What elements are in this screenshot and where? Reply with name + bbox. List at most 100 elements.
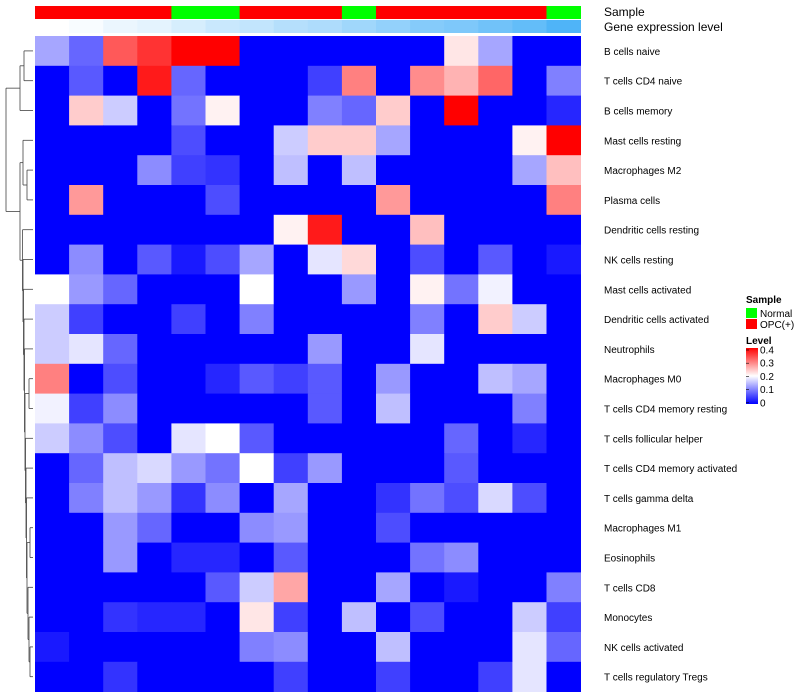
heatmap-cell [205,512,240,543]
expression-annotation-cell [307,20,343,33]
heatmap-cell [137,95,172,126]
heatmap-cell [376,304,411,335]
heatmap-cell [512,572,547,603]
heatmap-cell [410,36,445,67]
heatmap-cell [341,423,377,454]
heatmap-cell [376,214,411,245]
heatmap-cell [376,423,411,454]
heatmap-cell [341,244,377,275]
heatmap-cell [376,572,411,603]
heatmap-cell [512,244,547,275]
heatmap-cell [478,483,513,514]
heatmap-cell [171,483,206,514]
heatmap-cell [239,661,275,692]
heatmap-cell [546,483,581,514]
legend-tick-label: 0.4 [760,346,774,357]
heatmap-cell [410,95,445,126]
heatmap-cell [205,632,240,663]
heatmap-cell [69,483,104,514]
heatmap-cell [69,423,104,454]
heatmap-cell [273,274,309,305]
heatmap-cell [307,125,343,156]
heatmap-cell [444,155,479,186]
heatmap-cell [137,632,172,663]
heatmap-cell [341,602,377,633]
row-label: Macrophages M2 [604,166,682,177]
heatmap-cell [171,542,206,573]
row-label: T cells gamma delta [604,494,694,505]
heatmap-cell [103,483,138,514]
heatmap-cell [478,542,513,573]
heatmap-cell [546,393,581,424]
heatmap-cell [478,632,513,663]
heatmap-cell [546,661,581,692]
heatmap-cell [273,572,309,603]
heatmap-cell [35,65,70,96]
heatmap-cell [239,363,275,394]
heatmap-cell [444,572,479,603]
heatmap-cell [546,244,581,275]
heatmap-cell [478,453,513,484]
heatmap-cell [273,155,309,186]
heatmap-cell [307,65,343,96]
heatmap-cell [137,393,172,424]
heatmap-cell [171,661,206,692]
heatmap-cell [478,304,513,335]
heatmap-cell [478,602,513,633]
heatmap-cell [410,661,445,692]
heatmap-cell [410,393,445,424]
heatmap-cell [35,542,70,573]
sample-track-label: Sample [604,5,645,19]
heatmap-cell [239,334,275,365]
heatmap-cell [307,274,343,305]
heatmap-cell [376,36,411,67]
heatmap-cell [137,483,172,514]
heatmap-cell [512,363,547,394]
sample-annotation-cell [410,6,445,19]
heatmap-cell [35,244,70,275]
row-label: T cells CD8 [604,583,656,594]
heatmap-cell [273,95,309,126]
heatmap-cell [69,632,104,663]
heatmap-cell [171,125,206,156]
heatmap-cell [103,661,138,692]
heatmap-cell [273,542,309,573]
heatmap-cell [171,304,206,335]
heatmap-cell [341,155,377,186]
heatmap-cell [171,453,206,484]
heatmap-cell [69,274,104,305]
legend-tick-label: 0.2 [760,372,774,383]
heatmap-cell [546,95,581,126]
heatmap-cell [444,363,479,394]
heatmap-cell [512,65,547,96]
heatmap-cell [307,542,343,573]
expression-annotation-cell [341,20,377,33]
heatmap-cell [137,453,172,484]
heatmap-cell [69,334,104,365]
sample-annotation-cell [341,6,377,19]
heatmap-cell [239,214,275,245]
heatmap-cell [410,185,445,216]
heatmap-cell [546,65,581,96]
heatmap-cell [546,363,581,394]
row-label: T cells CD4 memory activated [604,464,737,475]
heatmap-cell [69,572,104,603]
heatmap-cell [103,214,138,245]
row-label: B cells memory [604,107,672,118]
heatmap-cell [137,661,172,692]
row-label: Macrophages M1 [604,524,682,535]
heatmap-cell [69,453,104,484]
heatmap-cell [35,155,70,186]
heatmap-cell [69,95,104,126]
heatmap-cell [69,602,104,633]
legend-sample-title: Sample [746,295,782,306]
heatmap-cell [137,602,172,633]
heatmap-cell [69,155,104,186]
heatmap-cell [35,483,70,514]
heatmap-cell [444,214,479,245]
heatmap-cell [273,65,309,96]
legend-level-colorbar [746,348,758,404]
heatmap-cell [376,453,411,484]
heatmap-cell [205,393,240,424]
heatmap-cell [341,363,377,394]
